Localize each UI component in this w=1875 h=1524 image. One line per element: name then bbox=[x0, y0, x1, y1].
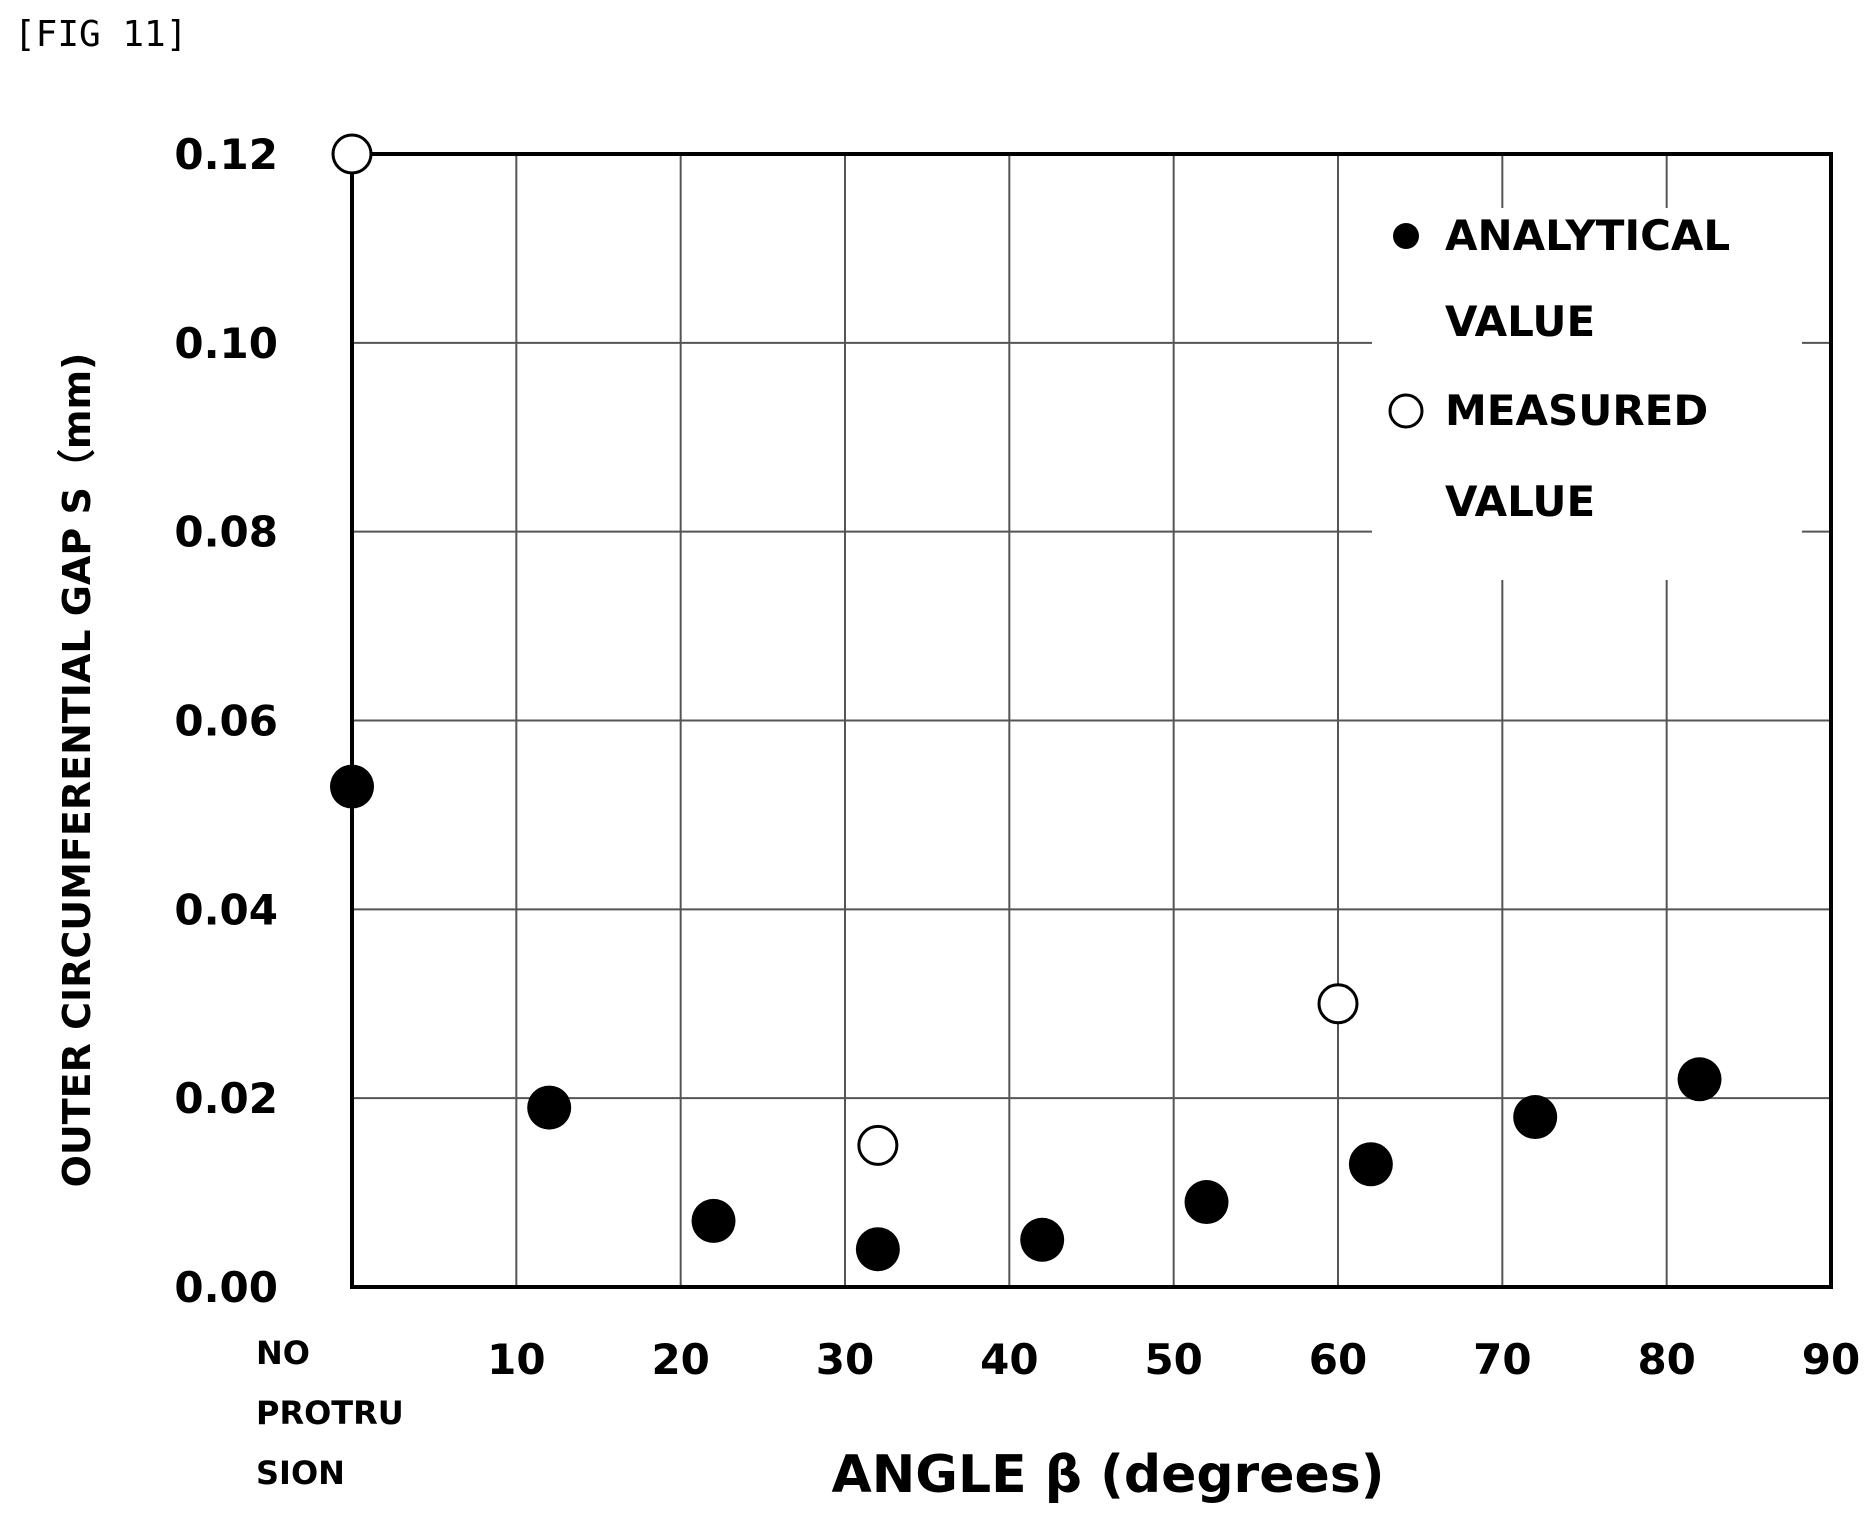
x-tick-labels: 10 20 30 40 50 60 70 80 90 bbox=[487, 1335, 1860, 1384]
x-tick-label: 70 bbox=[1473, 1335, 1531, 1384]
legend-marker-open bbox=[1388, 393, 1424, 429]
analytical-point bbox=[1677, 1057, 1722, 1102]
legend-label: MEASURED bbox=[1445, 386, 1708, 435]
x-tick-label: 30 bbox=[816, 1335, 874, 1384]
x-origin-label-line: NO bbox=[256, 1334, 310, 1372]
measured-point bbox=[331, 133, 373, 175]
measured-point bbox=[857, 1124, 899, 1166]
analytical-point bbox=[691, 1198, 736, 1243]
x-tick-label: 40 bbox=[980, 1335, 1038, 1384]
y-axis-title: OUTER CIRCUMFERENTIAL GAP S（mm) bbox=[55, 353, 99, 1188]
x-axis-title: ANGLE β (degrees) bbox=[832, 1445, 1385, 1505]
plot-frame bbox=[350, 152, 1833, 1289]
x-tick-label: 50 bbox=[1144, 1335, 1202, 1384]
analytical-point bbox=[855, 1227, 900, 1272]
x-tick-label: 10 bbox=[487, 1335, 545, 1384]
x-tick-label: 80 bbox=[1637, 1335, 1695, 1384]
analytical-point bbox=[1020, 1217, 1065, 1262]
x-origin-label: NO PROTRU SION bbox=[256, 1334, 404, 1492]
legend-background bbox=[1372, 208, 1802, 580]
analytical-point bbox=[330, 764, 374, 809]
x-origin-label-line: SION bbox=[256, 1454, 345, 1492]
y-tick-label: 0.02 bbox=[174, 1074, 278, 1123]
legend-marker-filled bbox=[1393, 223, 1419, 249]
analytical-point bbox=[1513, 1095, 1558, 1140]
legend-label: VALUE bbox=[1445, 297, 1595, 346]
y-tick-label: 0.10 bbox=[174, 319, 278, 368]
x-origin-label-line: PROTRU bbox=[256, 1394, 404, 1432]
y-tick-label: 0.12 bbox=[174, 130, 278, 179]
x-tick-label: 90 bbox=[1802, 1335, 1860, 1384]
legend: ANALYTICAL VALUE MEASURED VALUE bbox=[1372, 208, 1802, 580]
measured-point bbox=[1317, 983, 1359, 1025]
y-tick-labels: 0.00 0.02 0.04 0.06 0.08 0.10 0.12 bbox=[174, 130, 278, 1312]
legend-label: VALUE bbox=[1445, 477, 1595, 526]
y-tick-label: 0.06 bbox=[174, 697, 278, 746]
y-tick-label: 0.04 bbox=[174, 885, 278, 934]
analytical-point bbox=[1348, 1142, 1393, 1187]
analytical-point bbox=[1184, 1180, 1229, 1225]
analytical-point bbox=[527, 1085, 572, 1130]
x-tick-label: 20 bbox=[651, 1335, 709, 1384]
data-points bbox=[330, 133, 1722, 1272]
legend-label: ANALYTICAL bbox=[1445, 211, 1730, 260]
y-tick-label: 0.00 bbox=[174, 1263, 278, 1312]
figure-label: [FIG 11] bbox=[14, 14, 188, 55]
x-tick-label: 60 bbox=[1309, 1335, 1367, 1384]
y-tick-label: 0.08 bbox=[174, 508, 278, 557]
